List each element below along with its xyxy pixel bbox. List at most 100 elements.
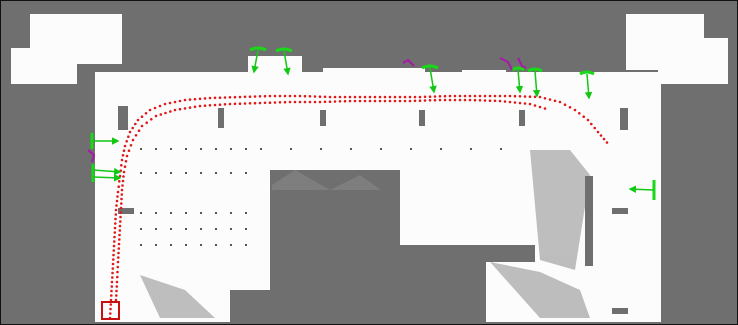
trajectory-dot <box>438 98 442 102</box>
trajectory-dot <box>338 100 342 103</box>
trajectory-dot <box>188 106 192 109</box>
trajectory-dot <box>408 99 412 103</box>
trajectory-dot <box>238 102 242 105</box>
trajectory-dot <box>413 99 417 103</box>
trajectory-dot <box>122 170 126 174</box>
hall-dot <box>230 212 232 214</box>
free-alcove-2 <box>323 68 425 76</box>
trajectory-dot <box>120 188 124 192</box>
detection-marker-shape <box>249 46 267 52</box>
free-corridor-right <box>596 72 661 322</box>
hall-dot <box>155 148 157 150</box>
trajectory-dot <box>121 154 125 157</box>
detection-arrow <box>515 69 524 94</box>
trajectory-dot <box>173 100 177 104</box>
trajectory-dot <box>131 138 135 142</box>
trajectory-dot <box>358 95 362 99</box>
hall-dot <box>155 212 157 214</box>
trajectory-dot <box>428 95 432 98</box>
hall-dot <box>140 228 142 230</box>
uncertain-markers <box>87 57 527 163</box>
pillar-2 <box>320 110 326 126</box>
hall-dot <box>230 244 232 246</box>
trajectory-dot <box>468 94 472 98</box>
trajectory-dot <box>208 104 212 107</box>
trajectory-dot <box>213 96 217 100</box>
trajectory-dot <box>590 122 593 126</box>
trajectory-dot <box>378 99 382 103</box>
trajectory-dot <box>203 104 207 107</box>
detection-marker <box>90 133 120 149</box>
trajectory-dot <box>288 100 292 104</box>
trajectory-dot <box>120 193 124 196</box>
trajectory-dot <box>228 96 232 99</box>
trajectory-dot <box>233 102 237 106</box>
hall-dot <box>215 148 217 150</box>
trajectory-dot <box>383 95 387 99</box>
trajectory-dot <box>223 103 227 106</box>
trajectory-dot <box>118 233 121 237</box>
trajectory-dot <box>158 104 162 108</box>
trajectory-dot <box>348 99 352 103</box>
trajectory-dot <box>113 235 116 239</box>
trajectory-dot <box>114 217 117 221</box>
trajectory-dot <box>478 94 482 98</box>
trajectory-dot <box>418 99 422 102</box>
trajectory-dot <box>408 95 412 99</box>
trajectory-dot <box>348 95 352 99</box>
trajectory-dot <box>443 98 447 102</box>
trajectory-dot <box>463 94 467 98</box>
detection-marker <box>91 164 122 182</box>
trajectory-dot <box>248 102 252 105</box>
trajectory-dot <box>127 149 131 152</box>
free-alcove-3 <box>462 70 506 78</box>
detection-marker <box>527 67 543 98</box>
hall-dot <box>170 172 172 174</box>
trajectory-dot <box>303 94 307 98</box>
hall-dot <box>155 244 157 246</box>
trajectory-dot <box>393 95 397 99</box>
trajectory-dot <box>273 101 277 104</box>
trajectory-dot <box>423 95 427 99</box>
trajectory-dot <box>458 98 462 102</box>
trajectory-dot <box>533 95 537 99</box>
hall-dot <box>215 212 217 214</box>
hall-dot <box>185 172 187 174</box>
trajectory-dot <box>543 97 547 100</box>
trajectory-dot <box>115 204 118 207</box>
hall-dot <box>200 228 202 230</box>
trajectory-dot <box>110 285 114 288</box>
trajectory-dot <box>131 126 134 130</box>
hall-dot <box>440 148 442 150</box>
trajectory-dot <box>164 111 167 115</box>
free-room-left-top <box>30 14 122 64</box>
trajectory-dot <box>117 242 121 246</box>
pillar-left <box>118 106 128 130</box>
trajectory-dot <box>383 99 387 103</box>
hall-dot <box>185 148 187 150</box>
trajectory-dot <box>523 102 527 105</box>
trajectory-dot <box>113 226 117 230</box>
trajectory-dot <box>118 229 122 232</box>
obstacle-bottom-left <box>230 290 270 322</box>
detection-marker <box>421 64 439 94</box>
trajectory-dot <box>116 265 120 269</box>
detection-arrow <box>584 73 593 100</box>
trajectory-dot <box>318 95 322 98</box>
trajectory-dot <box>110 280 114 284</box>
trajectory-dot <box>154 114 158 118</box>
trajectory-dot <box>403 95 407 99</box>
uncertain-marker <box>499 57 513 71</box>
pillar-right <box>620 108 628 130</box>
hall-dot <box>245 148 247 150</box>
trajectory-dot <box>413 95 417 99</box>
hall-dot <box>200 212 202 214</box>
trajectory-dot <box>115 199 119 203</box>
trajectory-dot <box>478 99 482 102</box>
trajectory-dot <box>453 94 457 98</box>
detections <box>90 46 656 200</box>
trajectory-dot <box>233 95 237 99</box>
hall-dot <box>140 148 142 150</box>
trajectory-dot <box>238 95 242 99</box>
